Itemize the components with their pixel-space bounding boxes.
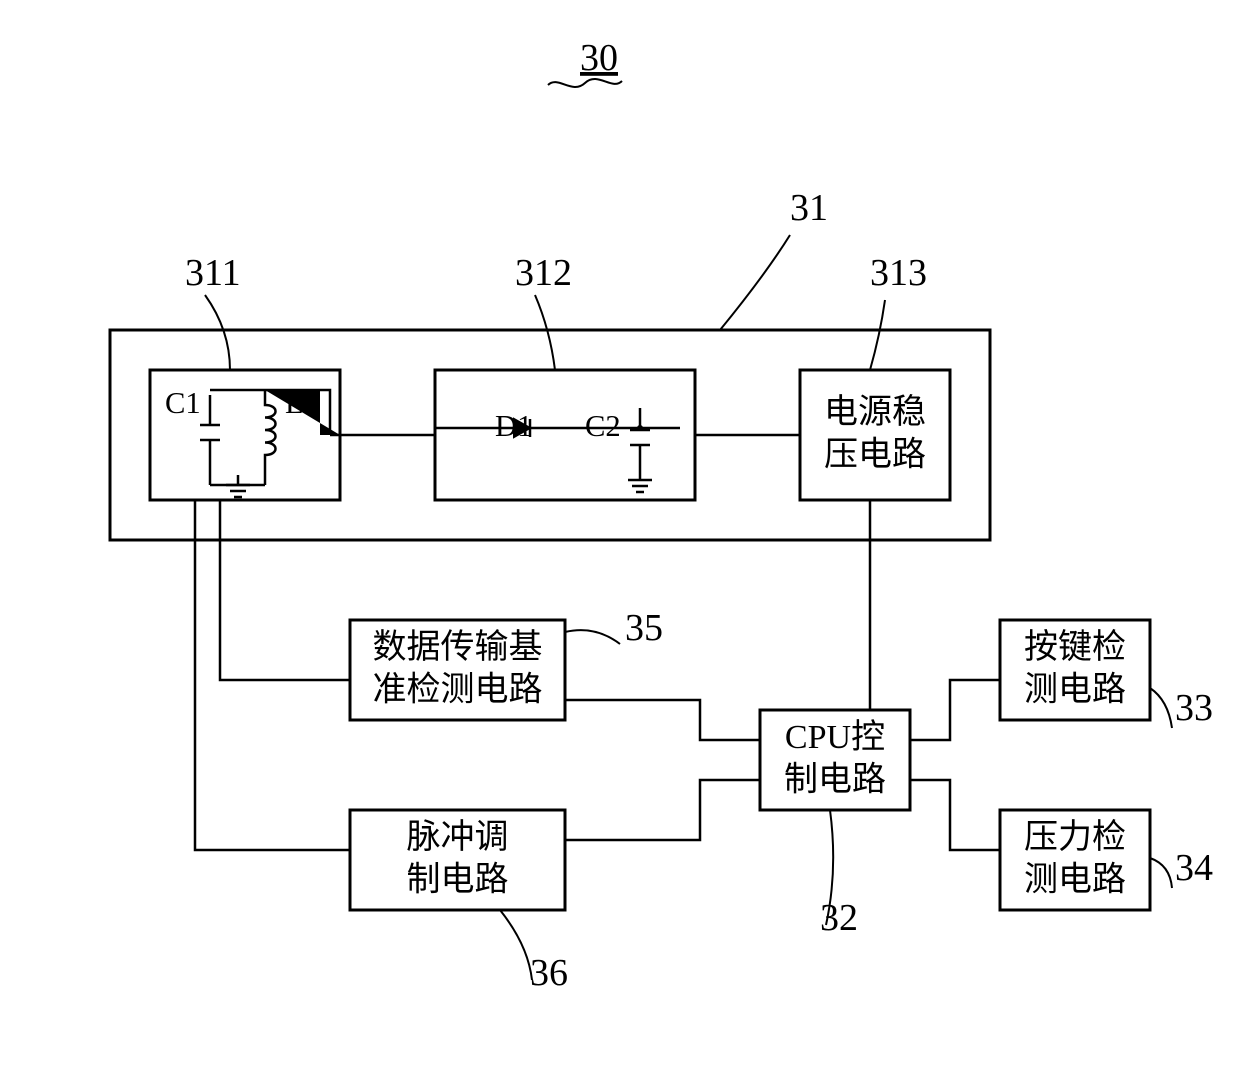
leader-n34 bbox=[1150, 858, 1172, 888]
box-label-b35-0: 数据传输基 bbox=[373, 628, 543, 666]
refnum-n311: 311 bbox=[185, 252, 241, 294]
refnum-n312: 312 bbox=[515, 252, 572, 294]
leader-n31 bbox=[720, 235, 790, 330]
box-label-b313-1: 压电路 bbox=[824, 436, 926, 474]
box-label-b34-1: 测电路 bbox=[1024, 861, 1126, 899]
box-label-b36-0: 脉冲调 bbox=[407, 818, 509, 856]
block-diagram: 30电源稳压电路数据传输基准检测电路脉冲调制电路CPU控制电路按键检测电路压力检… bbox=[0, 0, 1240, 1060]
wire-8 bbox=[910, 780, 1000, 850]
box-label-b32-1: 制电路 bbox=[784, 761, 886, 799]
box-b313 bbox=[800, 370, 950, 500]
leader-n35 bbox=[565, 630, 620, 644]
wire-7 bbox=[910, 680, 1000, 740]
comp-label-C2: C2 bbox=[585, 409, 621, 443]
refnum-n32: 32 bbox=[820, 897, 858, 939]
box-label-b33-1: 测电路 bbox=[1024, 671, 1126, 709]
refnum-n31: 31 bbox=[790, 187, 828, 229]
box-label-b34-0: 压力检 bbox=[1024, 818, 1126, 856]
refnum-n36: 36 bbox=[530, 952, 568, 994]
refnum-n33: 33 bbox=[1175, 687, 1213, 729]
figure-number: 30 bbox=[580, 37, 618, 79]
box-label-b36-1: 制电路 bbox=[407, 861, 509, 899]
comp-label-D1: D1 bbox=[495, 409, 532, 443]
outer-box-31 bbox=[110, 330, 990, 540]
inductor-l1 bbox=[265, 390, 276, 485]
box-label-b35-1: 准检测电路 bbox=[373, 671, 543, 709]
box-b312 bbox=[435, 370, 695, 500]
refnum-n35: 35 bbox=[625, 607, 663, 649]
refnum-n313: 313 bbox=[870, 252, 927, 294]
tilde-mark bbox=[548, 79, 622, 87]
comp-label-C1: C1 bbox=[165, 386, 201, 420]
refnum-n34: 34 bbox=[1175, 847, 1213, 889]
leader-n36 bbox=[500, 910, 532, 980]
wire-3 bbox=[220, 500, 350, 680]
leader-n311 bbox=[205, 295, 230, 370]
wire-4 bbox=[195, 500, 350, 850]
box-label-b33-0: 按键检 bbox=[1024, 628, 1126, 666]
box-label-b32-0: CPU控 bbox=[785, 718, 885, 756]
leader-n312 bbox=[535, 295, 555, 370]
leader-n313 bbox=[870, 300, 885, 370]
wire-5 bbox=[565, 700, 760, 740]
box-label-b313-0: 电源稳 bbox=[824, 393, 926, 431]
c2-node bbox=[637, 425, 643, 431]
wire-6 bbox=[565, 780, 760, 840]
leader-n33 bbox=[1150, 688, 1172, 728]
